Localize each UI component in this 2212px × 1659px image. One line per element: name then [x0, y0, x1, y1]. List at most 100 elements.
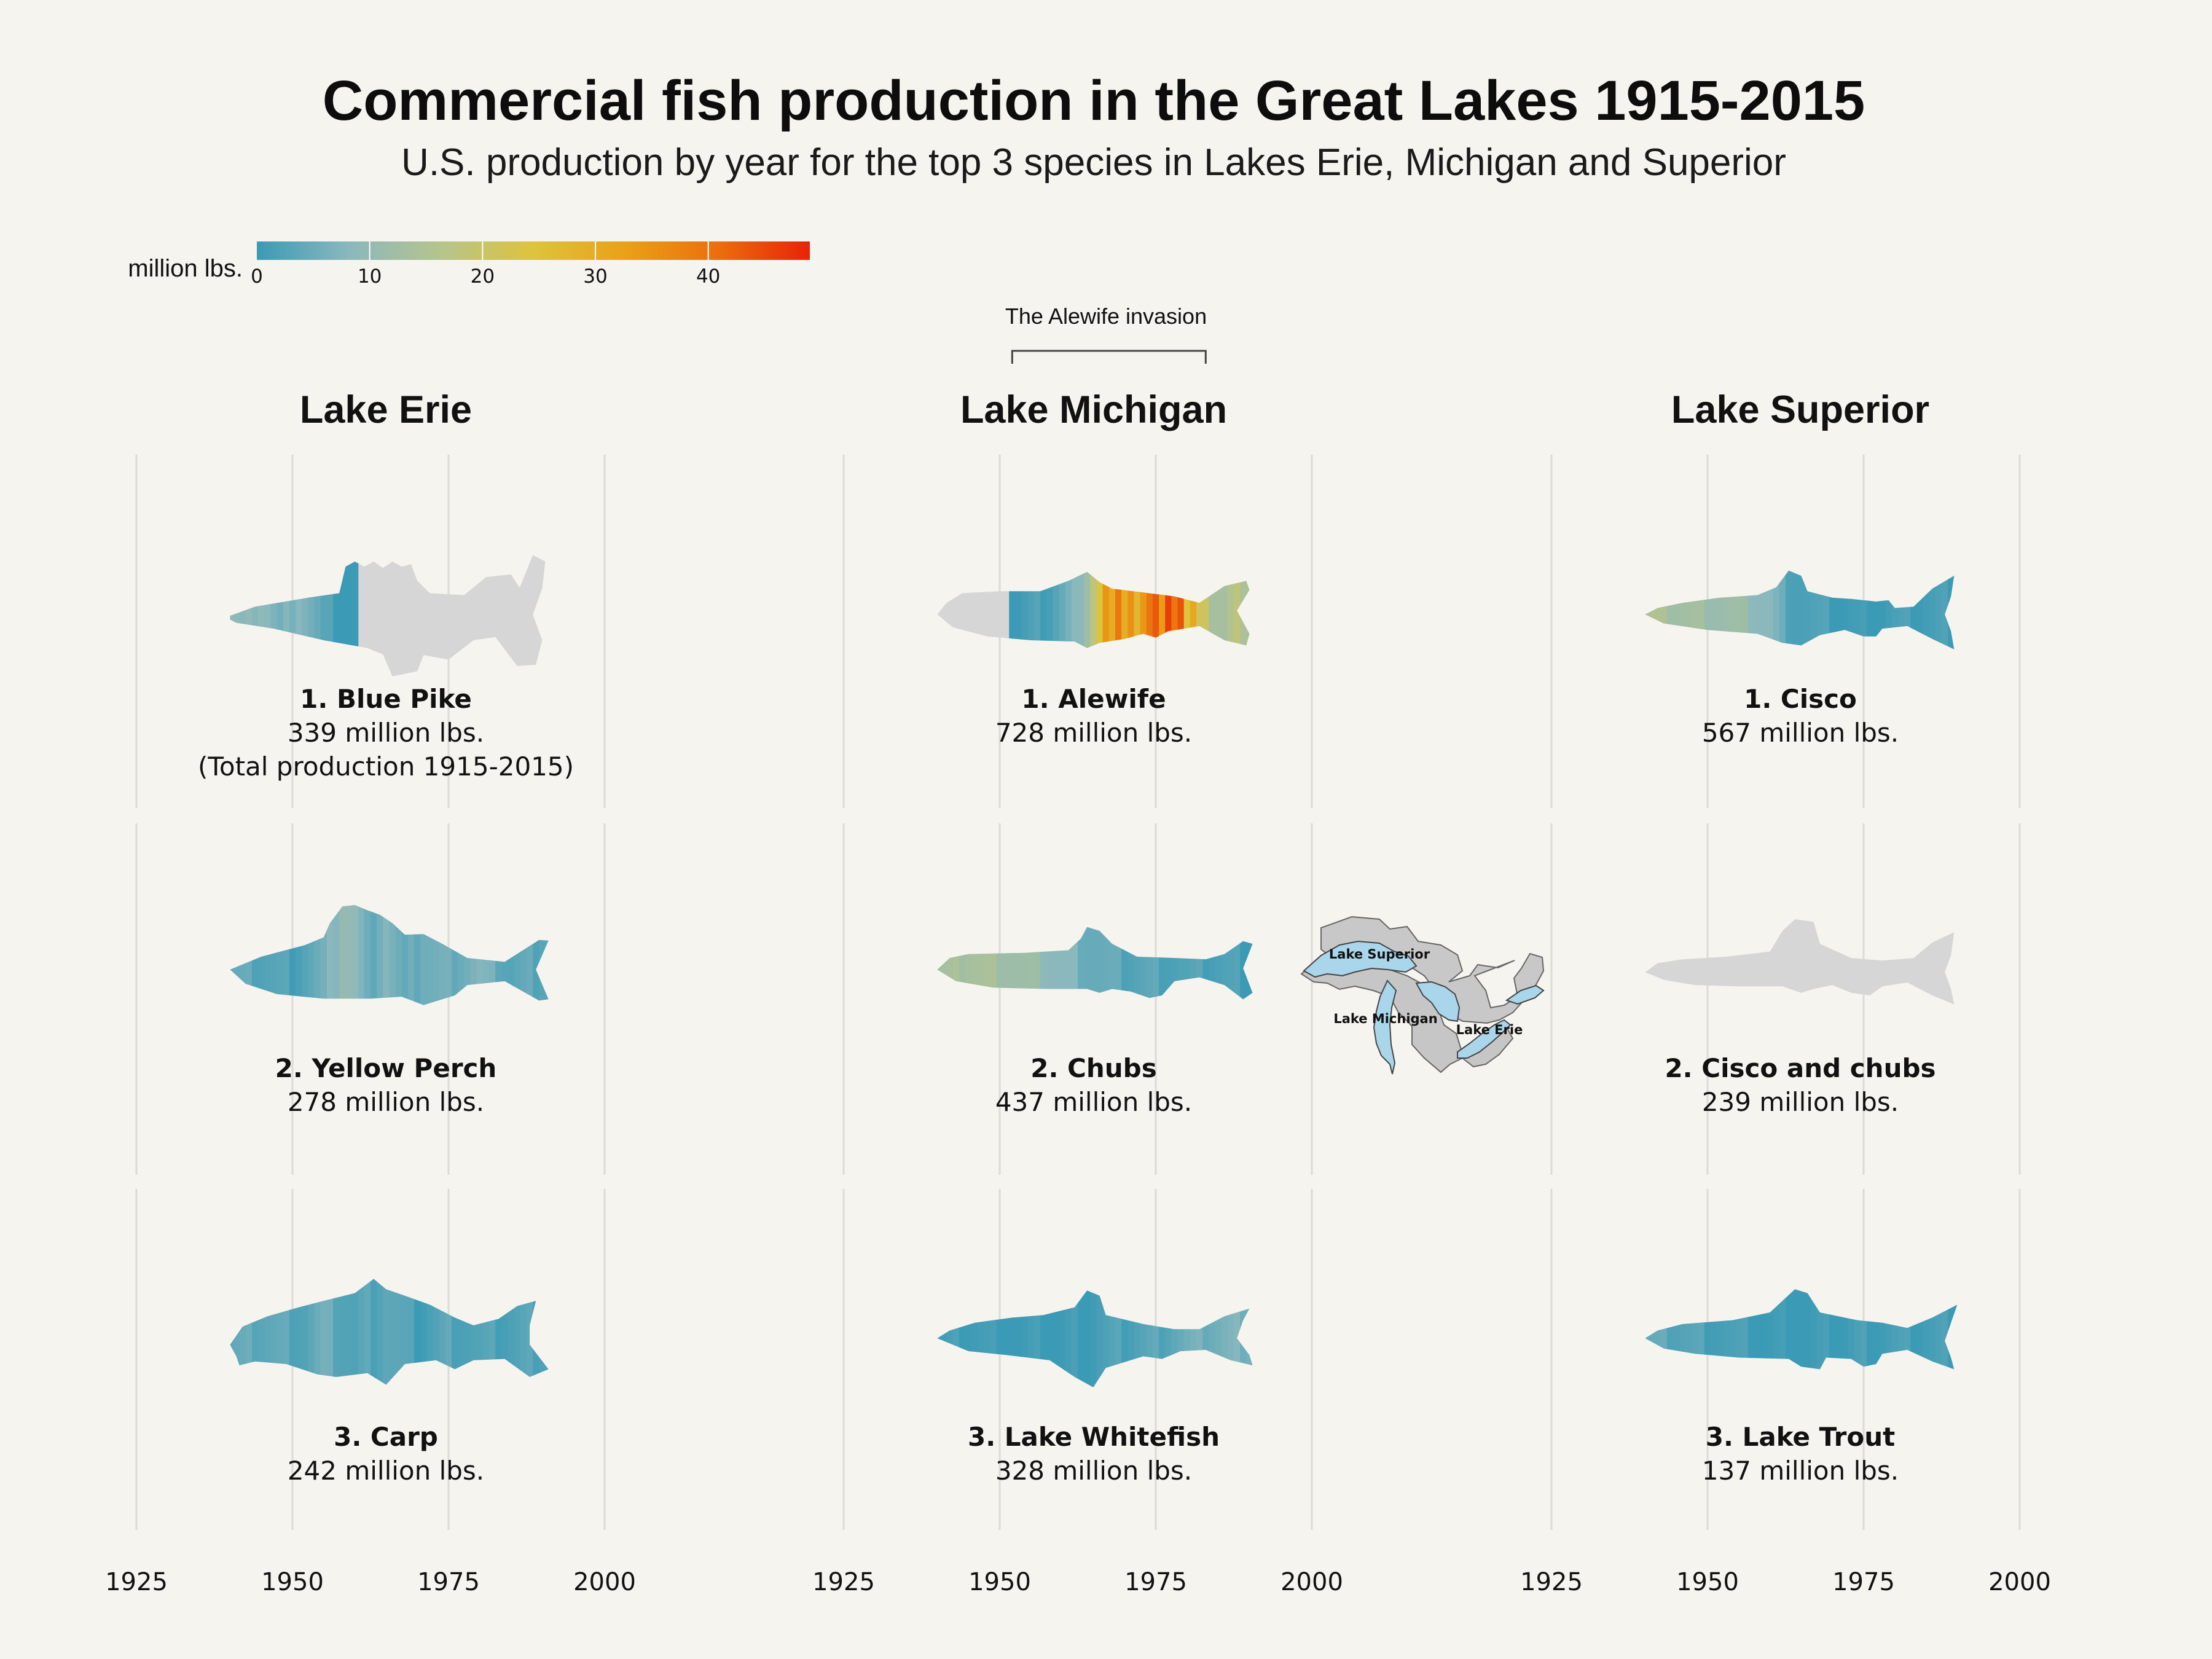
year-stripe [77, 535, 84, 694]
year-stripe [847, 890, 853, 1049]
year-stripe [1786, 1289, 1792, 1370]
year-stripe [1084, 1290, 1091, 1387]
year-stripe [1586, 1258, 1593, 1418]
species-total: 728 million lbs. [995, 718, 1192, 748]
year-stripe [1115, 571, 1122, 648]
year-stripe [971, 1290, 979, 1387]
year-stripe [501, 905, 509, 1005]
x-tick-label: 2000 [1281, 1568, 1343, 1596]
year-stripe [1027, 927, 1035, 1000]
year-stripe [2060, 535, 2067, 694]
year-stripe [177, 1258, 184, 1418]
year-stripe [2023, 1258, 2030, 1418]
year-stripe [1102, 571, 1110, 648]
year-stripe [1171, 927, 1179, 1000]
year-stripe [1810, 1289, 1818, 1370]
year-stripe [1202, 1290, 1209, 1387]
year-stripe [1296, 890, 1303, 1049]
year-stripe [1916, 570, 1924, 649]
year-stripe [1209, 571, 1216, 648]
year-stripe [302, 905, 308, 1005]
year-stripe [1365, 1258, 1371, 1418]
year-stripe [657, 890, 664, 1049]
year-stripe [1215, 1290, 1222, 1387]
year-stripe [903, 1258, 910, 1418]
year-stripe [1234, 571, 1241, 648]
year-stripe [377, 905, 383, 1005]
year-stripe [1667, 1289, 1674, 1370]
year-stripe [252, 1279, 259, 1385]
year-stripe [121, 535, 128, 694]
species-name: 3. Carp [334, 1422, 438, 1452]
year-stripe [1384, 1258, 1390, 1418]
year-stripe [289, 555, 296, 677]
year-stripe [2085, 1258, 2092, 1418]
year-stripe [159, 890, 165, 1049]
year-stripe [1196, 1290, 1203, 1387]
legend-ticks: 0 10 20 30 40 [251, 241, 720, 288]
year-stripe [1346, 1258, 1353, 1418]
year-stripe [884, 890, 891, 1049]
year-stripe [570, 1258, 577, 1418]
year-stripe [495, 905, 502, 1005]
year-stripe [401, 905, 409, 1005]
year-stripe [1134, 571, 1141, 648]
year-stripe [1904, 570, 1911, 649]
year-stripe [1021, 1290, 1029, 1387]
year-stripe [1084, 927, 1091, 1000]
species-cell: 2. Chubs 437 million lbs. [778, 890, 1303, 1117]
year-stripe [937, 927, 941, 1000]
year-stripe [1221, 927, 1228, 1000]
year-stripe [1891, 570, 1899, 649]
production-stripes [146, 890, 664, 1049]
species-total: 567 million lbs. [1702, 718, 1899, 748]
year-stripe [401, 1279, 409, 1385]
year-stripe [1767, 570, 1774, 649]
year-stripe [71, 535, 77, 694]
year-stripe [1159, 571, 1166, 648]
year-stripe [389, 1279, 396, 1385]
year-stripe [803, 1258, 810, 1418]
year-stripe [1804, 570, 1811, 649]
legend-label: million lbs. [128, 255, 243, 282]
year-stripe [202, 1258, 209, 1418]
year-stripe [389, 905, 396, 1005]
year-stripe [1027, 1290, 1035, 1387]
year-stripe [834, 1258, 841, 1418]
year-stripe [1128, 571, 1135, 648]
year-stripe [233, 905, 240, 1005]
year-stripe [1090, 571, 1097, 648]
year-stripe [1053, 927, 1060, 1000]
year-stripe [196, 535, 203, 694]
year-stripe [1561, 535, 1567, 694]
year-stripe [1499, 1258, 1505, 1418]
year-stripe [1935, 570, 1942, 649]
year-stripe [1592, 1258, 1599, 1418]
year-stripe [177, 535, 184, 694]
year-stripe [1910, 570, 1917, 649]
year-stripe [1396, 535, 1403, 694]
year-stripe [371, 1279, 377, 1385]
year-stripe [214, 890, 221, 1049]
year-stripe [252, 905, 259, 1005]
year-stripe [959, 1290, 966, 1387]
year-stripe [1985, 535, 1992, 694]
year-stripe [183, 890, 190, 1049]
year-stripe [84, 1258, 90, 1418]
year-stripe [2023, 535, 2030, 694]
year-stripe [996, 927, 1003, 1000]
year-stripe [1523, 1258, 1530, 1418]
year-stripe [146, 890, 152, 1049]
year-stripe [196, 890, 203, 1049]
year-stripe [834, 890, 841, 1049]
year-stripe [183, 535, 190, 694]
year-stripe [1961, 1258, 1967, 1418]
year-stripe [1265, 1258, 1272, 1418]
year-stripe [570, 890, 577, 1049]
year-stripe [778, 890, 785, 1049]
year-stripe [1290, 535, 1296, 694]
year-stripe [1402, 535, 1409, 694]
year-stripe [258, 905, 265, 1005]
year-stripe [1511, 535, 1518, 694]
year-stripe [2098, 1258, 2104, 1418]
